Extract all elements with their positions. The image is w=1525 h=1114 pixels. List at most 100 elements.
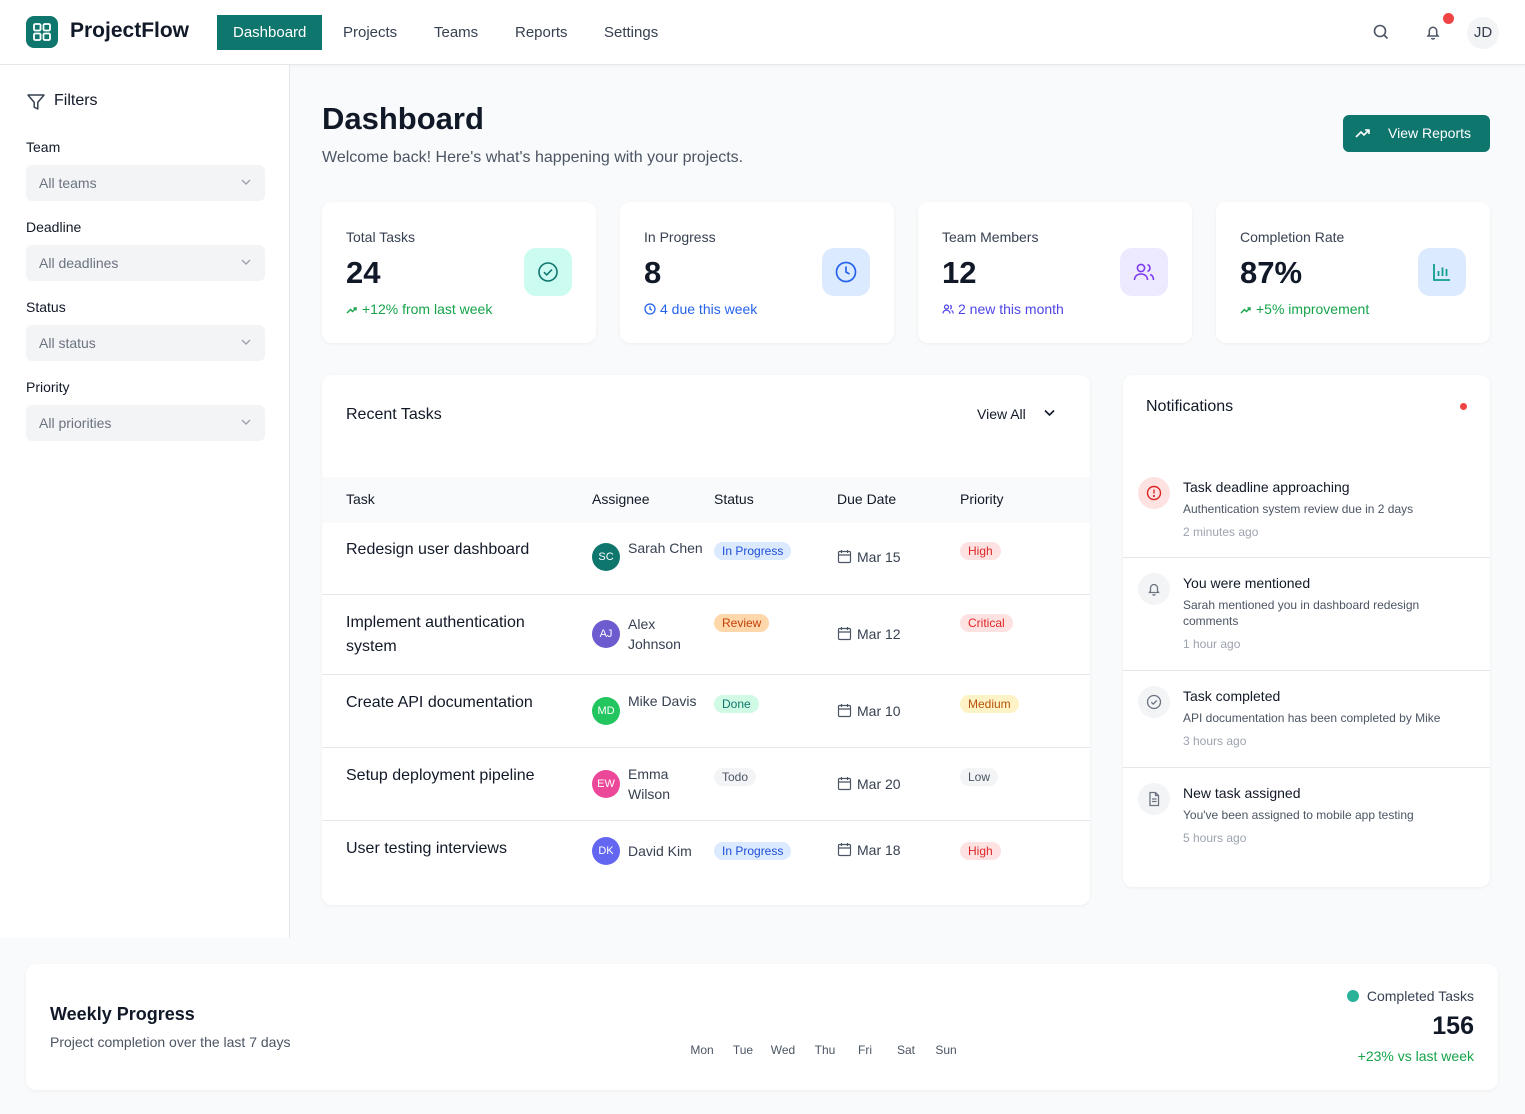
trending-up-icon [1240,307,1251,314]
nav-projects[interactable]: Projects [343,24,398,41]
nav-settings[interactable]: Settings [604,24,659,41]
stat-label: In Progress [644,229,716,245]
status-select-value: All status [39,335,96,351]
table-row[interactable]: User testing interviews DK David Kim In … [322,821,1090,881]
notification-desc: API documentation has been completed by … [1183,711,1441,725]
notification-item[interactable]: Task deadline approaching Authentication… [1123,462,1490,558]
task-name[interactable]: Redesign user dashboard [346,541,530,558]
calendar-icon [837,843,852,857]
task-name[interactable]: User testing interviews [346,840,507,857]
priority-badge: Critical [960,614,1013,632]
stat-change-text: 2 new this month [958,301,1064,317]
notification-time: 1 hour ago [1183,637,1241,651]
task-name[interactable]: Create API documentation [346,694,533,711]
task-name[interactable]: Implement authentication system [346,614,525,655]
filter-label-status: Status [26,299,66,315]
stat-value: 8 [644,255,662,290]
view-all-button[interactable]: View All [977,406,1055,422]
notification-title: Task completed [1183,688,1281,704]
column-header-due-date[interactable]: Due Date [837,491,897,507]
assignee-name: Emma Wilson [628,766,671,802]
filters-title: Filters [54,92,98,109]
completed-tasks-change: +23% vs last week [1357,1048,1474,1064]
stat-change: +12% from last week [346,301,492,317]
notifications-title: Notifications [1146,398,1234,415]
status-badge: In Progress [714,542,792,560]
bell-icon [1138,573,1170,605]
view-reports-button[interactable]: View Reports [1343,115,1490,152]
stat-value: 12 [942,255,977,290]
view-reports-label: View Reports [1388,125,1472,141]
notification-dot [1443,13,1454,24]
team-select[interactable]: All teams [26,165,265,201]
priority-badge: Low [960,768,999,786]
notification-title: Task deadline approaching [1183,479,1350,495]
notification-item[interactable]: New task assigned You've been assigned t… [1123,768,1490,878]
column-header-status[interactable]: Status [714,491,754,507]
notification-title: New task assigned [1183,785,1301,801]
assignee-name: Alex Johnson [628,616,681,652]
stat-change-text: +5% improvement [1256,301,1370,317]
stat-value: 24 [346,255,381,290]
column-header-assignee[interactable]: Assignee [592,491,650,507]
unread-dot [1460,403,1467,410]
due-date-text: Mar 18 [857,842,901,858]
status-badge: Todo [714,768,757,786]
day-label: Wed [770,1043,796,1057]
due-date: Mar 20 [837,776,901,792]
table-row[interactable]: Setup deployment pipeline EW Emma Wilson… [322,748,1090,821]
notification-item[interactable]: Task completed API documentation has bee… [1123,671,1490,768]
due-date-text: Mar 10 [857,703,901,719]
table-row[interactable]: Redesign user dashboard SC Sarah Chen In… [322,523,1090,595]
weekly-subtitle: Project completion over the last 7 days [50,1034,291,1050]
priority-select-value: All priorities [39,415,112,431]
users-icon [942,304,954,314]
check-circle-icon [524,248,572,296]
column-header-task[interactable]: Task [346,491,375,507]
recent-tasks-card: Recent Tasks View All Task Assignee Stat… [322,375,1090,905]
status-select[interactable]: All status [26,325,265,361]
logo-icon[interactable] [26,16,58,48]
task-name[interactable]: Setup deployment pipeline [346,767,535,784]
chevron-down-icon [1044,409,1055,417]
due-date: Mar 18 [837,842,901,858]
day-label: Thu [814,1043,836,1057]
notification-time: 5 hours ago [1183,831,1247,845]
stat-card-total-tasks: Total Tasks 24 +12% from last week [322,202,596,343]
notification-item[interactable]: You were mentioned Sarah mentioned you i… [1123,558,1490,671]
avatar: EW [592,770,620,798]
weekly-title: Weekly Progress [50,1004,195,1024]
team-select-value: All teams [39,175,97,191]
priority-badge: Medium [960,695,1019,713]
day-label: Sat [896,1043,915,1057]
nav-teams[interactable]: Teams [434,24,479,41]
filter-icon [26,92,46,117]
day-label: Fri [858,1043,872,1057]
notification-time: 2 minutes ago [1183,525,1259,539]
search-icon[interactable] [1371,22,1391,42]
due-date: Mar 10 [837,703,901,719]
bell-icon[interactable] [1423,22,1443,42]
due-date: Mar 12 [837,626,901,642]
nav-reports[interactable]: Reports [515,24,568,41]
stat-value: 87% [1240,255,1303,290]
column-header-priority[interactable]: Priority [960,491,1004,507]
check-circle-icon [1138,686,1170,718]
notification-title: You were mentioned [1183,575,1311,591]
deadline-select[interactable]: All deadlines [26,245,265,281]
priority-select[interactable]: All priorities [26,405,265,441]
trending-up-icon [346,307,357,314]
user-avatar[interactable]: JD [1467,17,1499,49]
nav-dashboard[interactable]: Dashboard [217,15,323,50]
bar-chart-icon [1418,248,1466,296]
app-name[interactable]: ProjectFlow [70,19,190,42]
top-navbar: ProjectFlow Dashboard Projects Teams Rep… [0,0,1525,65]
status-badge: In Progress [714,842,792,860]
table-row[interactable]: Implement authentication system AJ Alex … [322,595,1090,675]
legend-completed-tasks: Completed Tasks [1346,988,1474,1004]
recent-tasks-title: Recent Tasks [346,406,442,423]
deadline-select-value: All deadlines [39,255,119,271]
avatar: MD [592,697,620,725]
table-row[interactable]: Create API documentation MD Mike Davis D… [322,675,1090,748]
stat-label: Team Members [942,229,1039,245]
